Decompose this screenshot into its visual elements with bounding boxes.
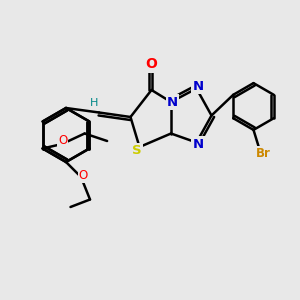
Text: S: S [132, 144, 142, 157]
Text: N: N [192, 80, 204, 93]
Text: O: O [58, 134, 67, 148]
Text: Br: Br [256, 146, 271, 160]
Text: N: N [167, 95, 178, 109]
Text: O: O [79, 169, 88, 182]
Text: H: H [90, 98, 99, 109]
Text: O: O [146, 58, 158, 71]
Text: N: N [192, 137, 204, 151]
